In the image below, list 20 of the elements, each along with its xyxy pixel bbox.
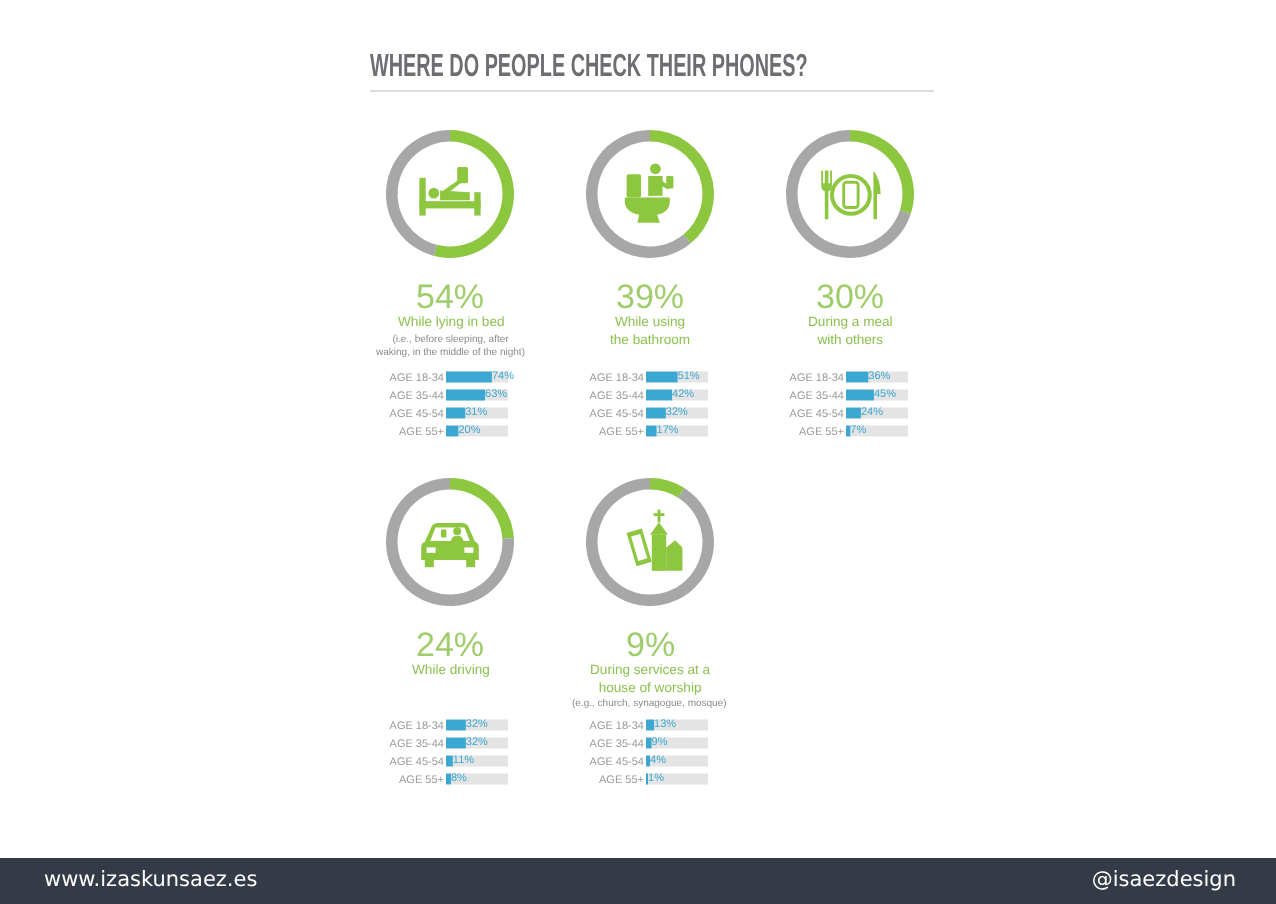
donut-slice <box>386 130 450 256</box>
bar <box>446 424 459 436</box>
donut-slice <box>434 130 514 258</box>
donut-slice <box>650 130 714 244</box>
text: 54% <box>416 278 485 316</box>
bar <box>646 424 657 436</box>
text: 9% <box>626 626 676 664</box>
donut-slice <box>786 130 911 258</box>
donut-slice <box>386 478 514 606</box>
text: 39% <box>616 278 685 316</box>
footer-bar: www.izaskunsaez.es @isaezdesign <box>0 858 1276 904</box>
donut-slice <box>586 130 691 258</box>
text: WHERE DO PEOPLE CHECK THEIR PHONES? <box>370 50 808 86</box>
text: 30% <box>816 278 885 316</box>
donut-slice <box>450 478 514 539</box>
donut-slice <box>850 130 914 214</box>
text: 24% <box>416 626 485 664</box>
donut-slice <box>650 478 685 498</box>
bar <box>846 406 861 418</box>
donut-slice <box>586 478 714 606</box>
